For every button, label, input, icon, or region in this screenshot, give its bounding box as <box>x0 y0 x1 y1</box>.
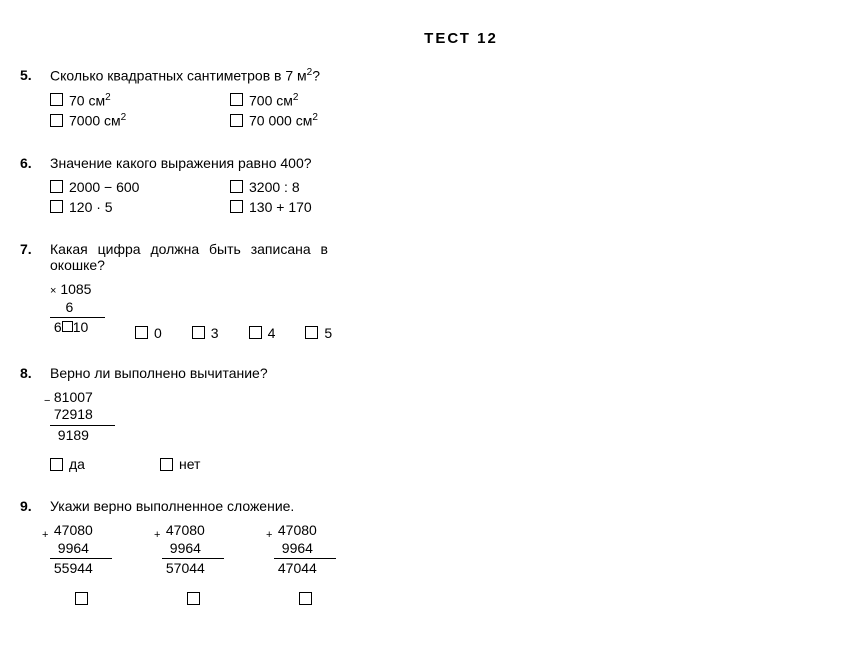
question-number: 9. <box>20 498 50 514</box>
question-number: 5. <box>20 67 50 83</box>
question-text: Какая цифра должна быть записана в окошк… <box>50 241 390 273</box>
option[interactable]: 0 <box>135 325 162 341</box>
option[interactable]: 120 · 5 <box>50 199 230 215</box>
checkbox-icon <box>192 326 205 339</box>
option[interactable]: 3 <box>192 325 219 341</box>
option[interactable]: 4 <box>249 325 276 341</box>
question-6: 6. Значение какого выражения равно 400? … <box>20 155 822 219</box>
question-number: 7. <box>20 241 50 257</box>
checkbox-icon <box>50 200 63 213</box>
multiplication-work: × 1085 6 610 <box>50 281 105 337</box>
question-5: 5. Сколько квадратных сантиметров в 7 м2… <box>20 67 822 133</box>
checkbox-icon <box>160 458 173 471</box>
option[interactable]: 7000 см2 <box>50 112 230 129</box>
option[interactable]: 70 000 см2 <box>230 112 430 129</box>
question-9: 9. Укажи верно выполненное сложение. + 4… <box>20 498 822 616</box>
checkbox-icon <box>50 93 63 106</box>
checkbox-icon <box>50 114 63 127</box>
checkbox-icon <box>305 326 318 339</box>
question-text: Значение какого выражения равно 400? <box>50 155 822 171</box>
question-text: Сколько квадратных сантиметров в 7 м2? <box>50 67 822 84</box>
option[interactable]: нет <box>160 456 200 472</box>
checkbox-icon[interactable] <box>75 592 88 605</box>
checkbox-icon[interactable] <box>299 592 312 605</box>
question-8: 8. Верно ли выполнено вычитание? − 81007… <box>20 365 822 477</box>
option[interactable]: 70 см2 <box>50 92 230 109</box>
checkbox-icon[interactable] <box>187 592 200 605</box>
question-7: 7. Какая цифра должна быть записана в ок… <box>20 241 822 343</box>
option[interactable]: 700 см2 <box>230 92 430 109</box>
checkbox-icon <box>50 458 63 471</box>
addition-work-1: + 47080 9964 55944 <box>50 522 112 578</box>
page-title: ТЕСТ 12 <box>100 30 822 47</box>
question-text: Верно ли выполнено вычитание? <box>50 365 822 381</box>
subtraction-work: − 81007 72918 9189 <box>50 389 115 445</box>
blank-box-icon <box>62 321 73 332</box>
checkbox-icon <box>249 326 262 339</box>
checkbox-icon <box>230 180 243 193</box>
option[interactable]: 5 <box>305 325 332 341</box>
checkbox-icon <box>230 200 243 213</box>
checkbox-icon <box>50 180 63 193</box>
question-number: 6. <box>20 155 50 171</box>
option[interactable]: 3200 : 8 <box>230 179 430 195</box>
question-text: Укажи верно выполненное сложение. <box>50 498 822 514</box>
option[interactable]: 2000 − 600 <box>50 179 230 195</box>
option[interactable]: да <box>50 456 160 472</box>
addition-work-2: + 47080 9964 57044 <box>162 522 224 578</box>
checkbox-icon <box>230 114 243 127</box>
question-number: 8. <box>20 365 50 381</box>
addition-work-3: + 47080 9964 47044 <box>274 522 336 578</box>
checkbox-icon <box>230 93 243 106</box>
option[interactable]: 130 + 170 <box>230 199 430 215</box>
checkbox-icon <box>135 326 148 339</box>
